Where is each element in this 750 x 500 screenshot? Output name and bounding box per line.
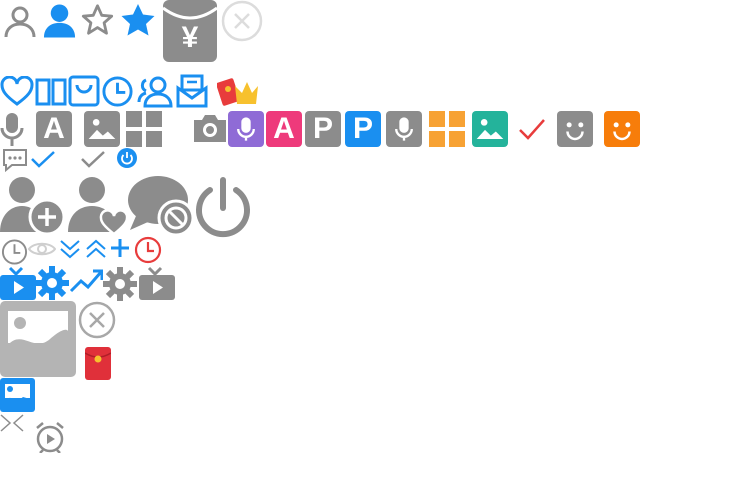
video-tv-blue-icon[interactable] [0, 266, 36, 300]
checkmark-red-icon [518, 118, 546, 140]
power-large-icon[interactable] [193, 176, 253, 238]
red-packet-crown-icon [217, 74, 259, 107]
voice-input-tile-icon[interactable] [228, 111, 264, 147]
yen-glyph: ¥ [181, 21, 199, 54]
clock-icon [101, 75, 134, 108]
voice-input-gray-tile-icon[interactable] [386, 111, 422, 147]
add-user-icon [0, 174, 66, 236]
eye-icon [28, 240, 56, 258]
microphone-icon [0, 112, 24, 148]
grid-icon [126, 111, 162, 147]
blocked-chat-icon [126, 174, 194, 238]
red-packet-small-icon [85, 347, 111, 380]
gear-blue-icon[interactable] [35, 266, 69, 300]
star-outline-icon [80, 3, 115, 37]
double-chevron-down-icon[interactable] [58, 238, 82, 260]
letter-p-blue-tile-icon[interactable]: P [345, 111, 381, 147]
trend-up-icon [69, 268, 103, 294]
letter-a-icon: A [36, 111, 72, 147]
letter-a-tile-icon[interactable]: A [266, 111, 302, 147]
checkmark-gray-icon [80, 150, 106, 168]
apps-grid-tile-icon[interactable] [429, 111, 465, 147]
video-tv-gray-icon[interactable] [139, 266, 175, 300]
message-box-icon [176, 74, 208, 108]
chat-bubble-icon [2, 148, 28, 172]
image-placeholder-icon [0, 301, 76, 377]
image-blue-icon [0, 378, 35, 412]
clock-small-icon [1, 238, 28, 266]
bag-icon [67, 74, 101, 108]
gear-gray-icon[interactable] [103, 267, 137, 301]
heart-outline-icon [0, 76, 34, 107]
favorite-user-icon [66, 174, 128, 236]
close-circle-icon[interactable] [221, 0, 263, 42]
user-filled-icon [42, 2, 77, 38]
power-small-icon[interactable] [117, 148, 137, 168]
users-icon [136, 74, 174, 108]
star-filled-icon [120, 2, 156, 38]
smile-gray-tile-icon [557, 111, 593, 147]
smile-orange-tile-icon [604, 111, 640, 147]
user-outline-icon [2, 3, 38, 39]
picture-tile-icon[interactable] [472, 111, 508, 147]
letter-p-tile-icon[interactable]: P [305, 111, 341, 147]
image-icon [84, 111, 120, 147]
checkmark-blue-icon [30, 150, 56, 168]
double-chevron-up-icon[interactable] [84, 238, 108, 260]
close-circle-small-icon[interactable] [78, 301, 116, 339]
collapse-icon[interactable] [0, 414, 24, 432]
red-packet-yen-icon: ¥ [163, 0, 217, 62]
alarm-clock-icon [34, 421, 66, 453]
camera-icon [192, 112, 228, 144]
plus-icon[interactable] [110, 238, 130, 258]
book-icon [34, 76, 68, 108]
clock-red-icon [134, 236, 162, 264]
